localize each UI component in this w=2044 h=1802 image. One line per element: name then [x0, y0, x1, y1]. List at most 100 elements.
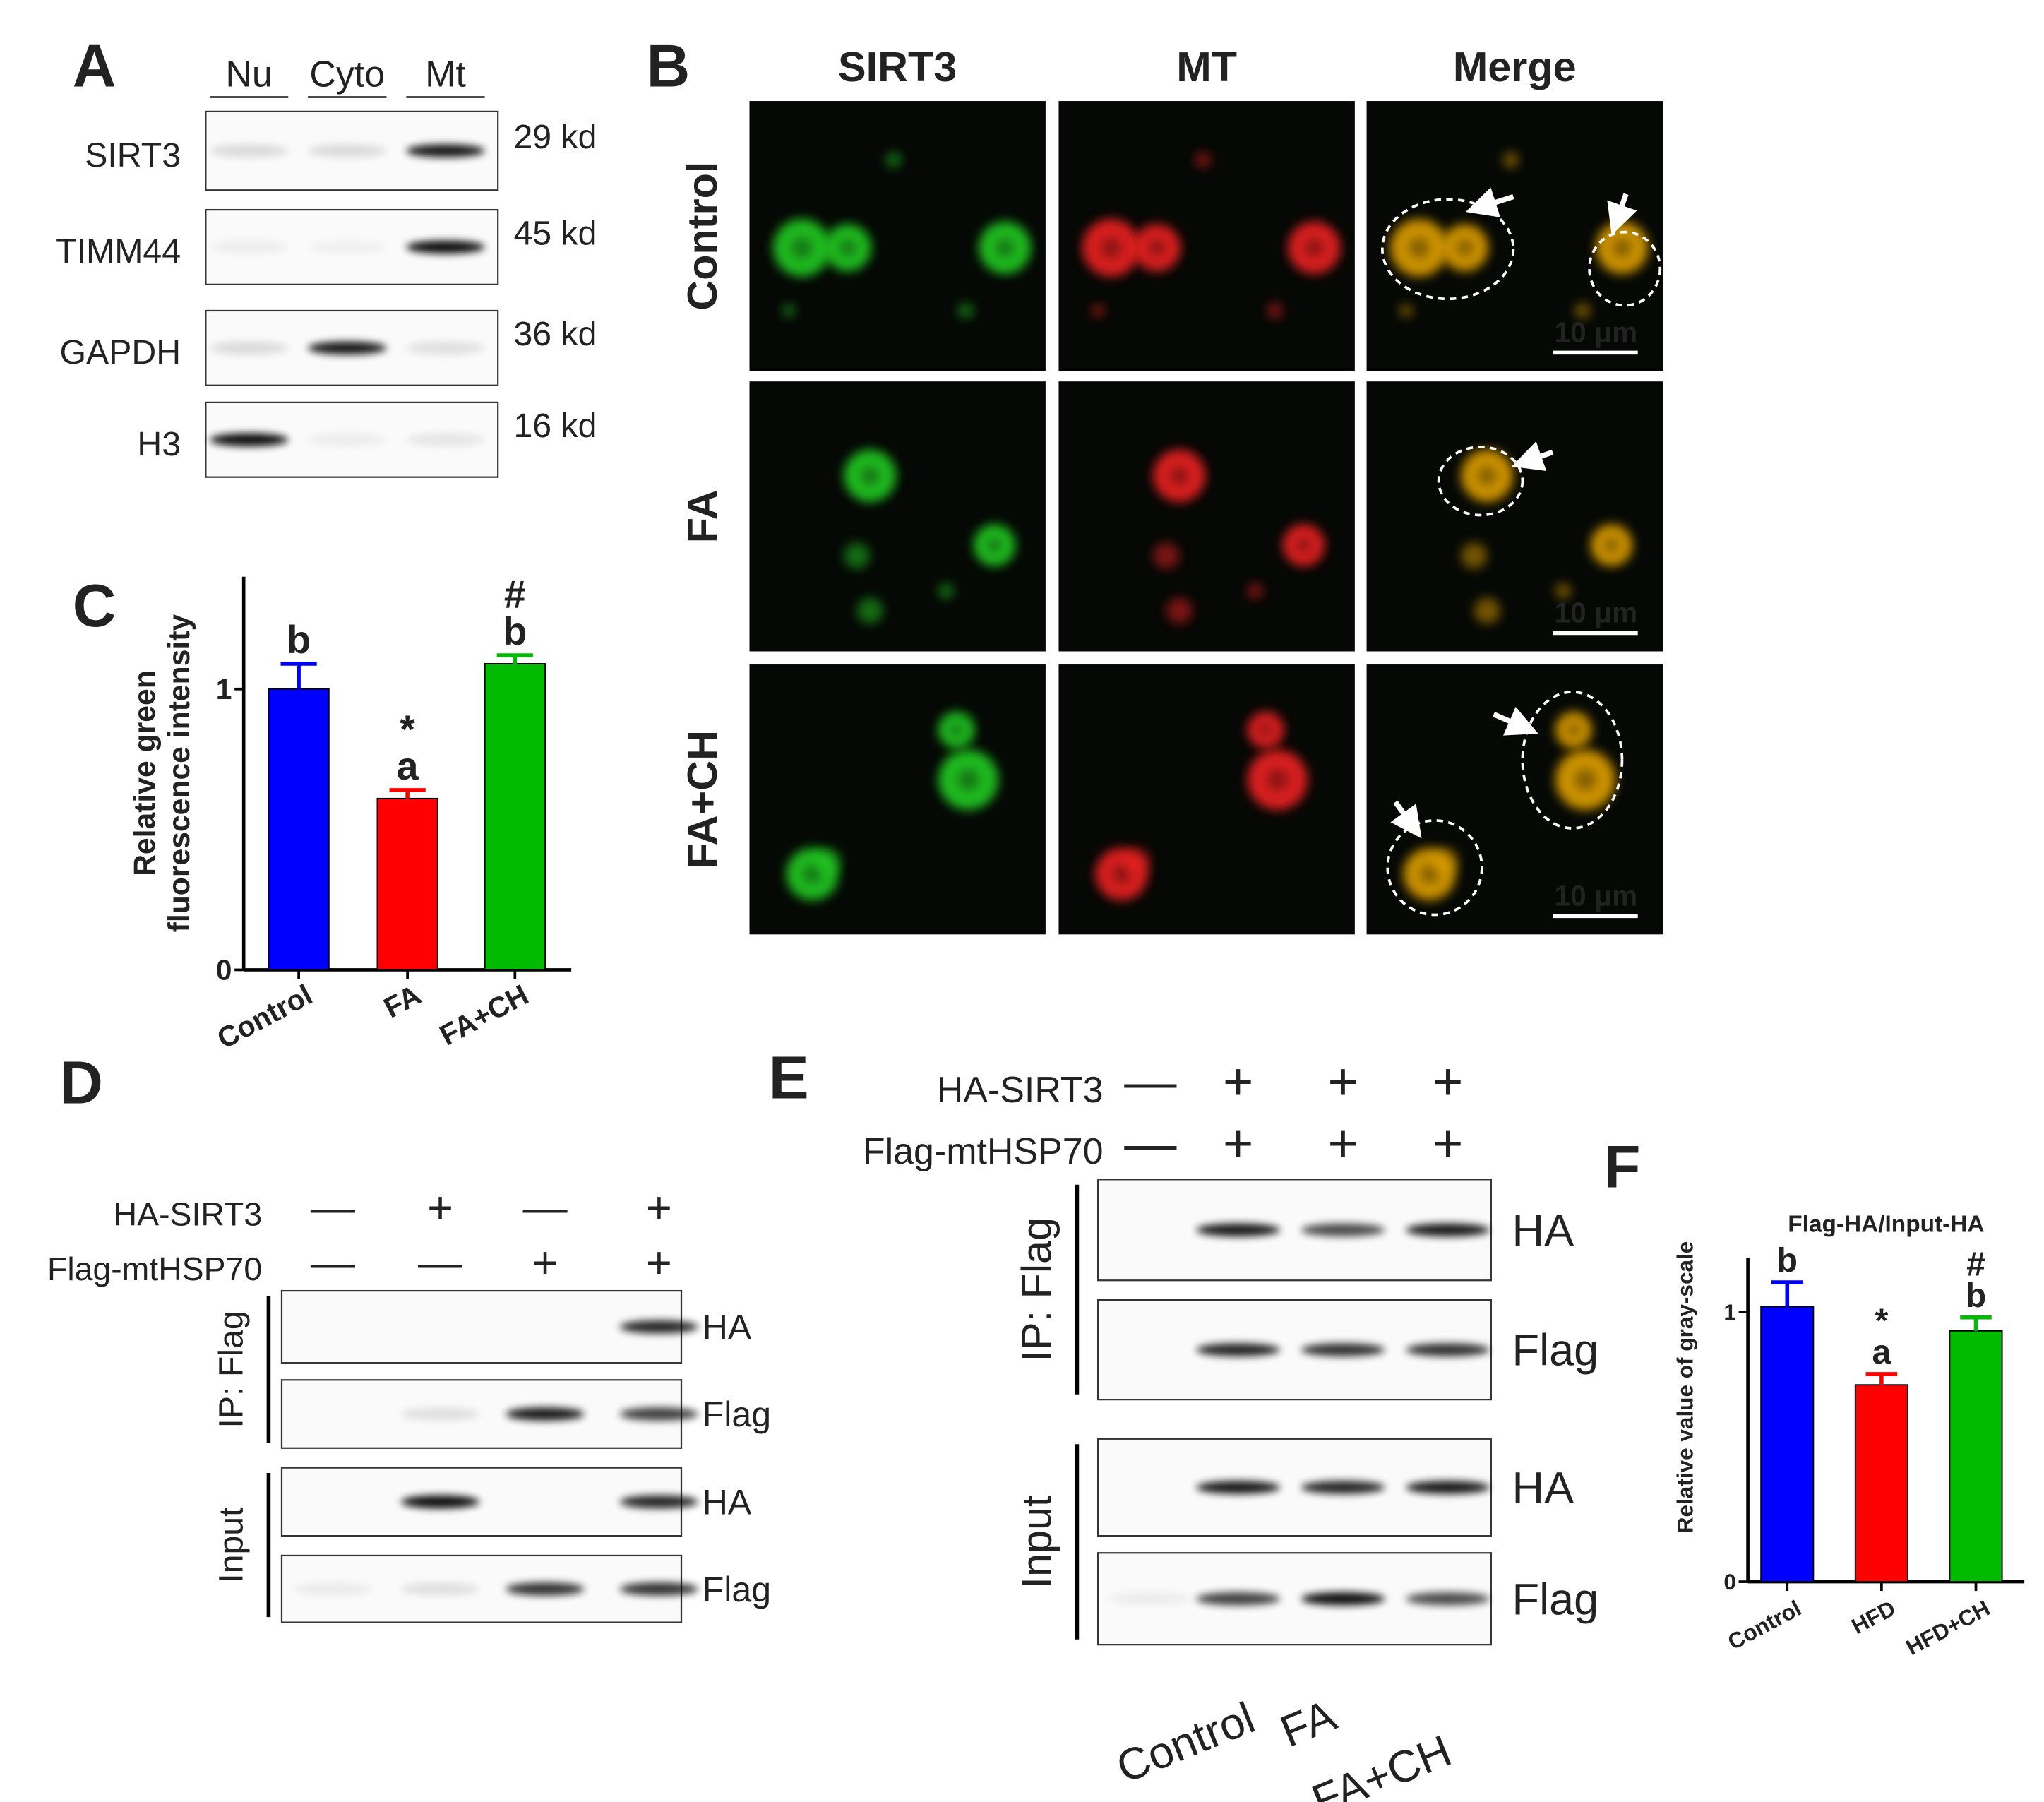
significance-label: a — [1872, 1333, 1891, 1371]
error-bar — [1865, 1372, 1898, 1385]
x-tick-label: FA — [378, 978, 426, 1024]
blot-label: HA — [703, 1482, 752, 1522]
blot-band — [406, 341, 485, 355]
condition-sign: — — [311, 1183, 356, 1233]
condition-sign: + — [532, 1239, 558, 1288]
group-label: Input — [1012, 1495, 1060, 1589]
cell — [1195, 152, 1211, 168]
row-label: FA+CH — [679, 730, 726, 869]
cell-outline — [1521, 691, 1624, 830]
cell — [938, 583, 954, 599]
nucleus — [1478, 466, 1497, 485]
significance-label: b — [287, 618, 311, 662]
blot-band — [1406, 1223, 1490, 1237]
cell — [856, 597, 883, 624]
blot-band — [406, 240, 485, 254]
nucleus — [1613, 238, 1632, 257]
micrograph — [1366, 381, 1663, 652]
significance-label: a — [397, 744, 419, 788]
condition-sign: + — [1433, 1114, 1463, 1172]
blot-band — [400, 1407, 480, 1421]
micrograph — [1058, 381, 1355, 652]
condition-sign: + — [427, 1183, 453, 1233]
blot-band — [1196, 1343, 1281, 1356]
blot-band — [619, 1582, 699, 1596]
cell-outline — [1437, 446, 1524, 517]
nucleus — [950, 723, 963, 736]
nucleus — [1267, 769, 1289, 791]
significance-label: # — [504, 573, 526, 616]
nucleus — [803, 864, 822, 883]
cell — [1124, 847, 1151, 874]
condition-sign: + — [1433, 1052, 1463, 1111]
column-header: MT — [1176, 43, 1237, 90]
blot — [280, 1289, 683, 1364]
blot-band — [1406, 1481, 1490, 1494]
blot-band — [1196, 1481, 1281, 1494]
cell — [815, 847, 842, 874]
blot-band — [1301, 1481, 1385, 1494]
bar — [376, 797, 438, 971]
cell — [844, 542, 871, 569]
nucleus — [957, 769, 979, 791]
panel-label: C — [73, 573, 116, 640]
panel-label: E — [769, 1044, 809, 1111]
group-label: IP: Flag — [1012, 1217, 1060, 1362]
panel-label: A — [73, 33, 116, 100]
nucleus — [996, 238, 1015, 257]
condition-label: HA-SIRT3 — [114, 1195, 262, 1232]
cell — [1153, 542, 1180, 569]
y-axis-label: Relative value of gray-scale — [1673, 1241, 1698, 1534]
cell — [1474, 597, 1500, 624]
column-label: Nu — [225, 54, 272, 95]
significance-label: * — [1875, 1302, 1888, 1340]
blot-band — [506, 1582, 585, 1596]
nucleus — [987, 537, 1002, 553]
nucleus — [1604, 537, 1619, 553]
nucleus — [1567, 723, 1580, 736]
blot-band — [1196, 1592, 1281, 1606]
protein-label: TIMM44 — [56, 232, 181, 270]
nucleus — [1574, 769, 1596, 791]
nucleus — [791, 237, 813, 258]
size-label: 29 kd — [513, 118, 597, 156]
bar — [484, 663, 546, 971]
size-label: 45 kd — [513, 214, 597, 252]
condition-label: HA-SIRT3 — [937, 1070, 1104, 1111]
blot-label: Flag — [703, 1570, 771, 1609]
blot-band — [308, 144, 387, 157]
blot — [280, 1467, 683, 1537]
nucleus — [1112, 864, 1131, 883]
bar — [1760, 1306, 1815, 1582]
x-tick-label: FA+CH — [434, 978, 534, 1051]
significance-label: # — [1966, 1245, 1985, 1283]
cell — [1166, 597, 1193, 624]
error-bar — [1960, 1315, 1992, 1331]
blot-band — [308, 433, 387, 447]
cell — [1574, 302, 1591, 319]
blot-band — [209, 144, 289, 157]
scale-bar-label: 10 μm — [1554, 316, 1637, 349]
column-header: Merge — [1453, 43, 1577, 90]
nucleus — [1170, 466, 1189, 485]
x-tick-label: Control — [1723, 1595, 1805, 1654]
blot — [280, 1379, 683, 1449]
nucleus — [1259, 723, 1272, 736]
protein-label: H3 — [137, 425, 181, 463]
y-tick-label: 1 — [216, 673, 232, 705]
arrow — [1493, 706, 1538, 736]
condition-sign: — — [1124, 1052, 1177, 1111]
micrograph — [749, 381, 1046, 652]
condition-sign: — — [311, 1239, 356, 1288]
arrow — [1465, 187, 1514, 217]
blot-band — [209, 341, 289, 355]
protein-label: GAPDH — [60, 333, 181, 371]
error-bar — [389, 788, 426, 799]
condition-sign: + — [1223, 1052, 1253, 1111]
nucleus — [839, 239, 856, 256]
blot-band — [209, 433, 289, 447]
blot-band — [406, 144, 485, 157]
condition-sign: + — [1327, 1114, 1358, 1172]
cell — [782, 304, 796, 318]
